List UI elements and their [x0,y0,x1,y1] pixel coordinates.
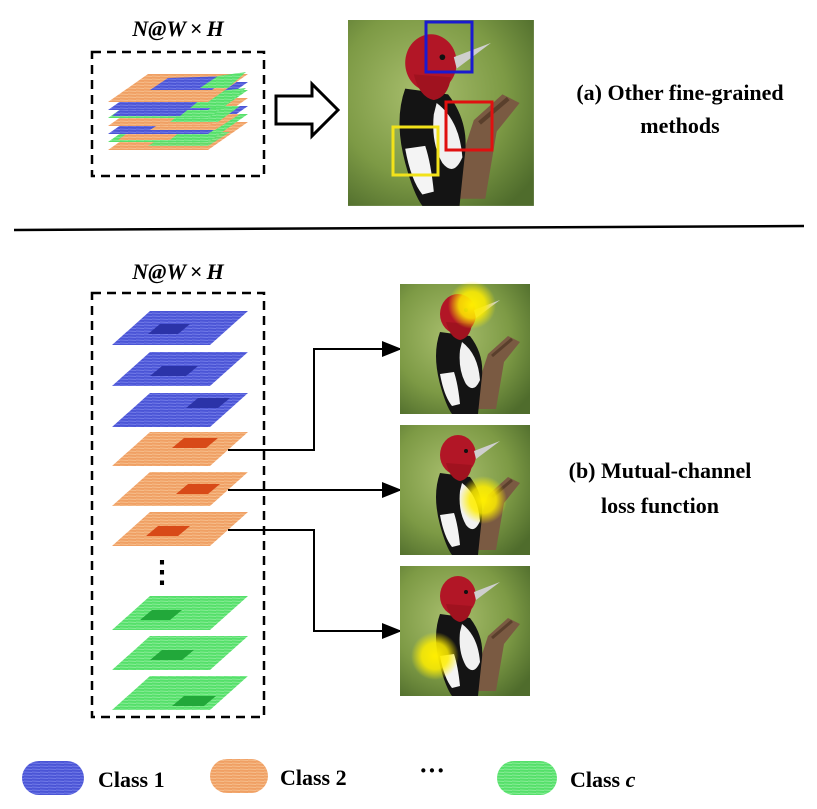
arrow-channel-to-head [228,341,402,451]
transform-arrow [274,80,341,140]
part-b: N@W × H [90,259,752,719]
caption-a-line2: methods [640,113,720,138]
channel-ellipsis: ⋮ [147,556,177,589]
bird-image-wing-focus [398,564,532,698]
legend-label-class1: Class 1 [98,767,165,792]
feature-stack-box-a [90,50,266,178]
class2-channels [112,432,248,546]
legend: Class 1 Class 2 ··· Class c [22,756,636,795]
legend-class2: Class 2 [210,759,347,793]
legend-swatch-classc [497,761,557,795]
channel-class1-3 [112,393,248,427]
bird-image-head-focus [398,281,532,416]
bird-image-a [348,20,534,206]
part-a: N@W × H [90,16,784,206]
channel-class2-3 [112,512,248,546]
classc-channels [112,596,248,710]
channel-classc-1 [112,596,248,630]
caption-b-line1: (b) Mutual-channel [569,458,752,483]
legend-swatch-class2 [210,759,268,793]
channel-class2-2 [112,472,248,506]
legend-classc: Class c [497,761,636,795]
caption-b-line2: loss function [601,493,719,518]
channel-class1-1 [112,311,248,345]
legend-label-class2: Class 2 [280,765,347,790]
channel-classc-3 [112,676,248,710]
highlight-wing [411,632,459,680]
channel-classc-2 [112,636,248,670]
blue-attention-box [424,20,474,74]
highlight-body [459,476,507,524]
stack-label-a: N@W × H [131,16,224,41]
section-divider [13,224,805,232]
channel-class1-2 [112,352,248,386]
bird-image-body-focus [398,423,532,557]
channel-class2-1 [112,432,248,466]
caption-a-line1: (a) Other fine-grained [576,80,783,105]
yellow-attention-box [391,125,440,177]
arrow-channel-to-wing [228,529,402,639]
mixed-feature-layers [108,72,248,150]
red-attention-box [444,100,494,152]
stack-label-b: N@W × H [131,259,224,284]
class1-channels [112,311,248,427]
highlight-head [448,281,496,329]
legend-swatch-class1 [22,761,84,795]
feature-stack-box-b [90,291,266,719]
legend-class1: Class 1 [22,761,165,795]
legend-ellipsis: ··· [419,756,445,785]
legend-label-classc: Class c [570,767,636,792]
